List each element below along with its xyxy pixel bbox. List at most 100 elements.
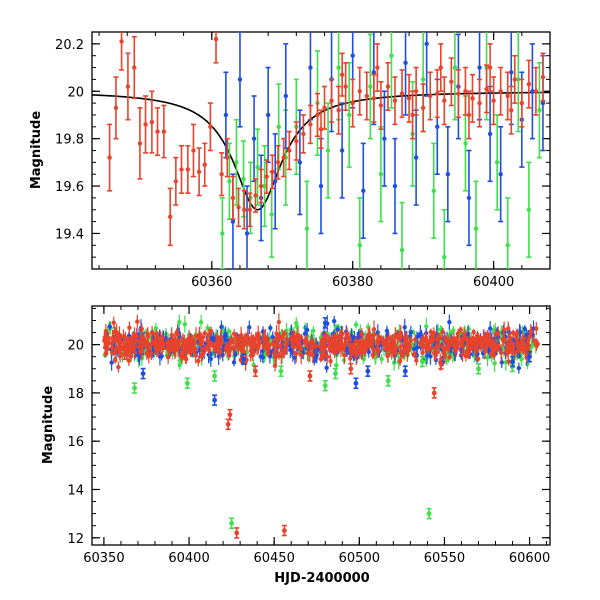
bottom-data-point (520, 340, 526, 353)
bottom-data-point (332, 347, 337, 358)
bottom-outlier-point (438, 358, 444, 370)
top-data-point (494, 114, 500, 211)
bottom-data-point (442, 348, 448, 364)
bottom-data-point (116, 361, 121, 373)
bottom-outlier-point (510, 355, 516, 368)
top-data-point (269, 154, 275, 190)
top-data-point (498, 126, 504, 223)
bottom-data-point (498, 343, 504, 362)
top-data-point (190, 123, 196, 178)
top-data-point (364, 71, 370, 121)
bottom-data-point (525, 336, 531, 346)
bottom-data-point (274, 340, 279, 350)
top-data-point (385, 62, 391, 112)
top-data-point (339, 52, 345, 97)
top-data-point (336, 85, 342, 135)
top-data-point (247, 192, 253, 228)
bottom-data-point (463, 329, 469, 347)
bottom-data-point (197, 326, 202, 343)
top-data-point (343, 62, 349, 112)
bottom-data-point (111, 316, 116, 329)
top-data-point (113, 76, 119, 140)
top-y-tick-label: 19.8 (55, 133, 84, 148)
bottom-data-point (258, 350, 263, 363)
top-data-point (403, 32, 409, 116)
bottom-data-point (444, 334, 450, 348)
bottom-data-point (340, 326, 345, 342)
top-x-tick-label: 60360 (191, 275, 232, 290)
top-data-point (448, 57, 454, 107)
bottom-data-point (320, 354, 325, 362)
bottom-data-point (231, 329, 237, 339)
top-data-point (399, 201, 405, 269)
bottom-data-point (311, 325, 316, 336)
bottom-data-point (455, 328, 461, 339)
bottom-data-point (458, 326, 463, 334)
bottom-outlier-point (212, 370, 218, 382)
bottom-data-point (139, 337, 144, 347)
bottom-data-point (403, 333, 408, 349)
bottom-data-point (417, 338, 423, 348)
top-data-point (392, 137, 398, 235)
bottom-data-point (327, 342, 332, 350)
top-data-point (508, 85, 514, 135)
bottom-outlier-point (348, 362, 354, 375)
bottom-data-point (154, 329, 159, 338)
top-panel-ticks: 60360 60380 60400 19.4 19.6 19.8 20 20.2 (55, 32, 551, 290)
top-data-point (484, 64, 490, 114)
bottom-data-point (223, 327, 228, 342)
bottom-data-point (294, 344, 299, 363)
top-data-point (374, 43, 380, 93)
top-data-point (264, 159, 270, 194)
bottom-data-point (476, 332, 481, 342)
bottom-data-point (129, 346, 134, 354)
bottom-data-point (331, 332, 337, 351)
bottom-data-point (193, 347, 198, 364)
bottom-x-tick-label: 60550 (424, 551, 465, 566)
top-data-point (339, 102, 345, 199)
top-panel-data-points (107, 32, 546, 269)
top-y-tick-label: 20.2 (55, 38, 84, 53)
bottom-data-point (276, 313, 282, 331)
top-data-point (491, 76, 497, 126)
bottom-data-point (231, 358, 237, 367)
top-panel: 60360 60380 60400 19.4 19.6 19.8 20 20.2 Magnit… (29, 31, 551, 290)
bottom-outlier-point (475, 362, 481, 375)
top-data-point (107, 123, 113, 192)
bottom-data-point (398, 325, 404, 341)
top-data-point (329, 78, 335, 123)
bottom-panel-data-points (102, 313, 540, 539)
top-data-point (178, 144, 184, 194)
top-data-point (466, 90, 472, 140)
bottom-data-point (304, 335, 309, 349)
bottom-data-point (183, 354, 189, 365)
bottom-data-point (272, 360, 278, 372)
bottom-data-point (217, 335, 222, 348)
bottom-data-point (153, 340, 158, 351)
top-data-point (469, 73, 475, 123)
bottom-data-point (395, 330, 400, 344)
top-data-point (149, 90, 155, 154)
bottom-data-point (297, 338, 302, 356)
bottom-data-point (191, 340, 197, 347)
bottom-data-point (424, 339, 430, 348)
bottom-data-point (226, 340, 231, 351)
top-data-point (307, 104, 313, 145)
bottom-x-tick-label: 60400 (168, 551, 209, 566)
top-data-point (388, 32, 394, 109)
top-data-point (529, 43, 535, 140)
top-data-point (219, 197, 225, 269)
top-data-point (325, 102, 331, 199)
bottom-data-point (430, 331, 436, 341)
bottom-data-point (114, 343, 119, 354)
top-data-point (367, 33, 373, 140)
bottom-data-point (298, 346, 304, 365)
top-data-point (207, 102, 213, 152)
bottom-data-point (440, 327, 445, 337)
top-data-point (161, 104, 167, 159)
top-y-tick-label: 19.4 (55, 227, 84, 242)
bottom-data-point (268, 324, 273, 332)
bottom-data-point (230, 337, 236, 347)
bottom-outlier-point (132, 382, 138, 394)
bottom-data-point (250, 335, 255, 343)
